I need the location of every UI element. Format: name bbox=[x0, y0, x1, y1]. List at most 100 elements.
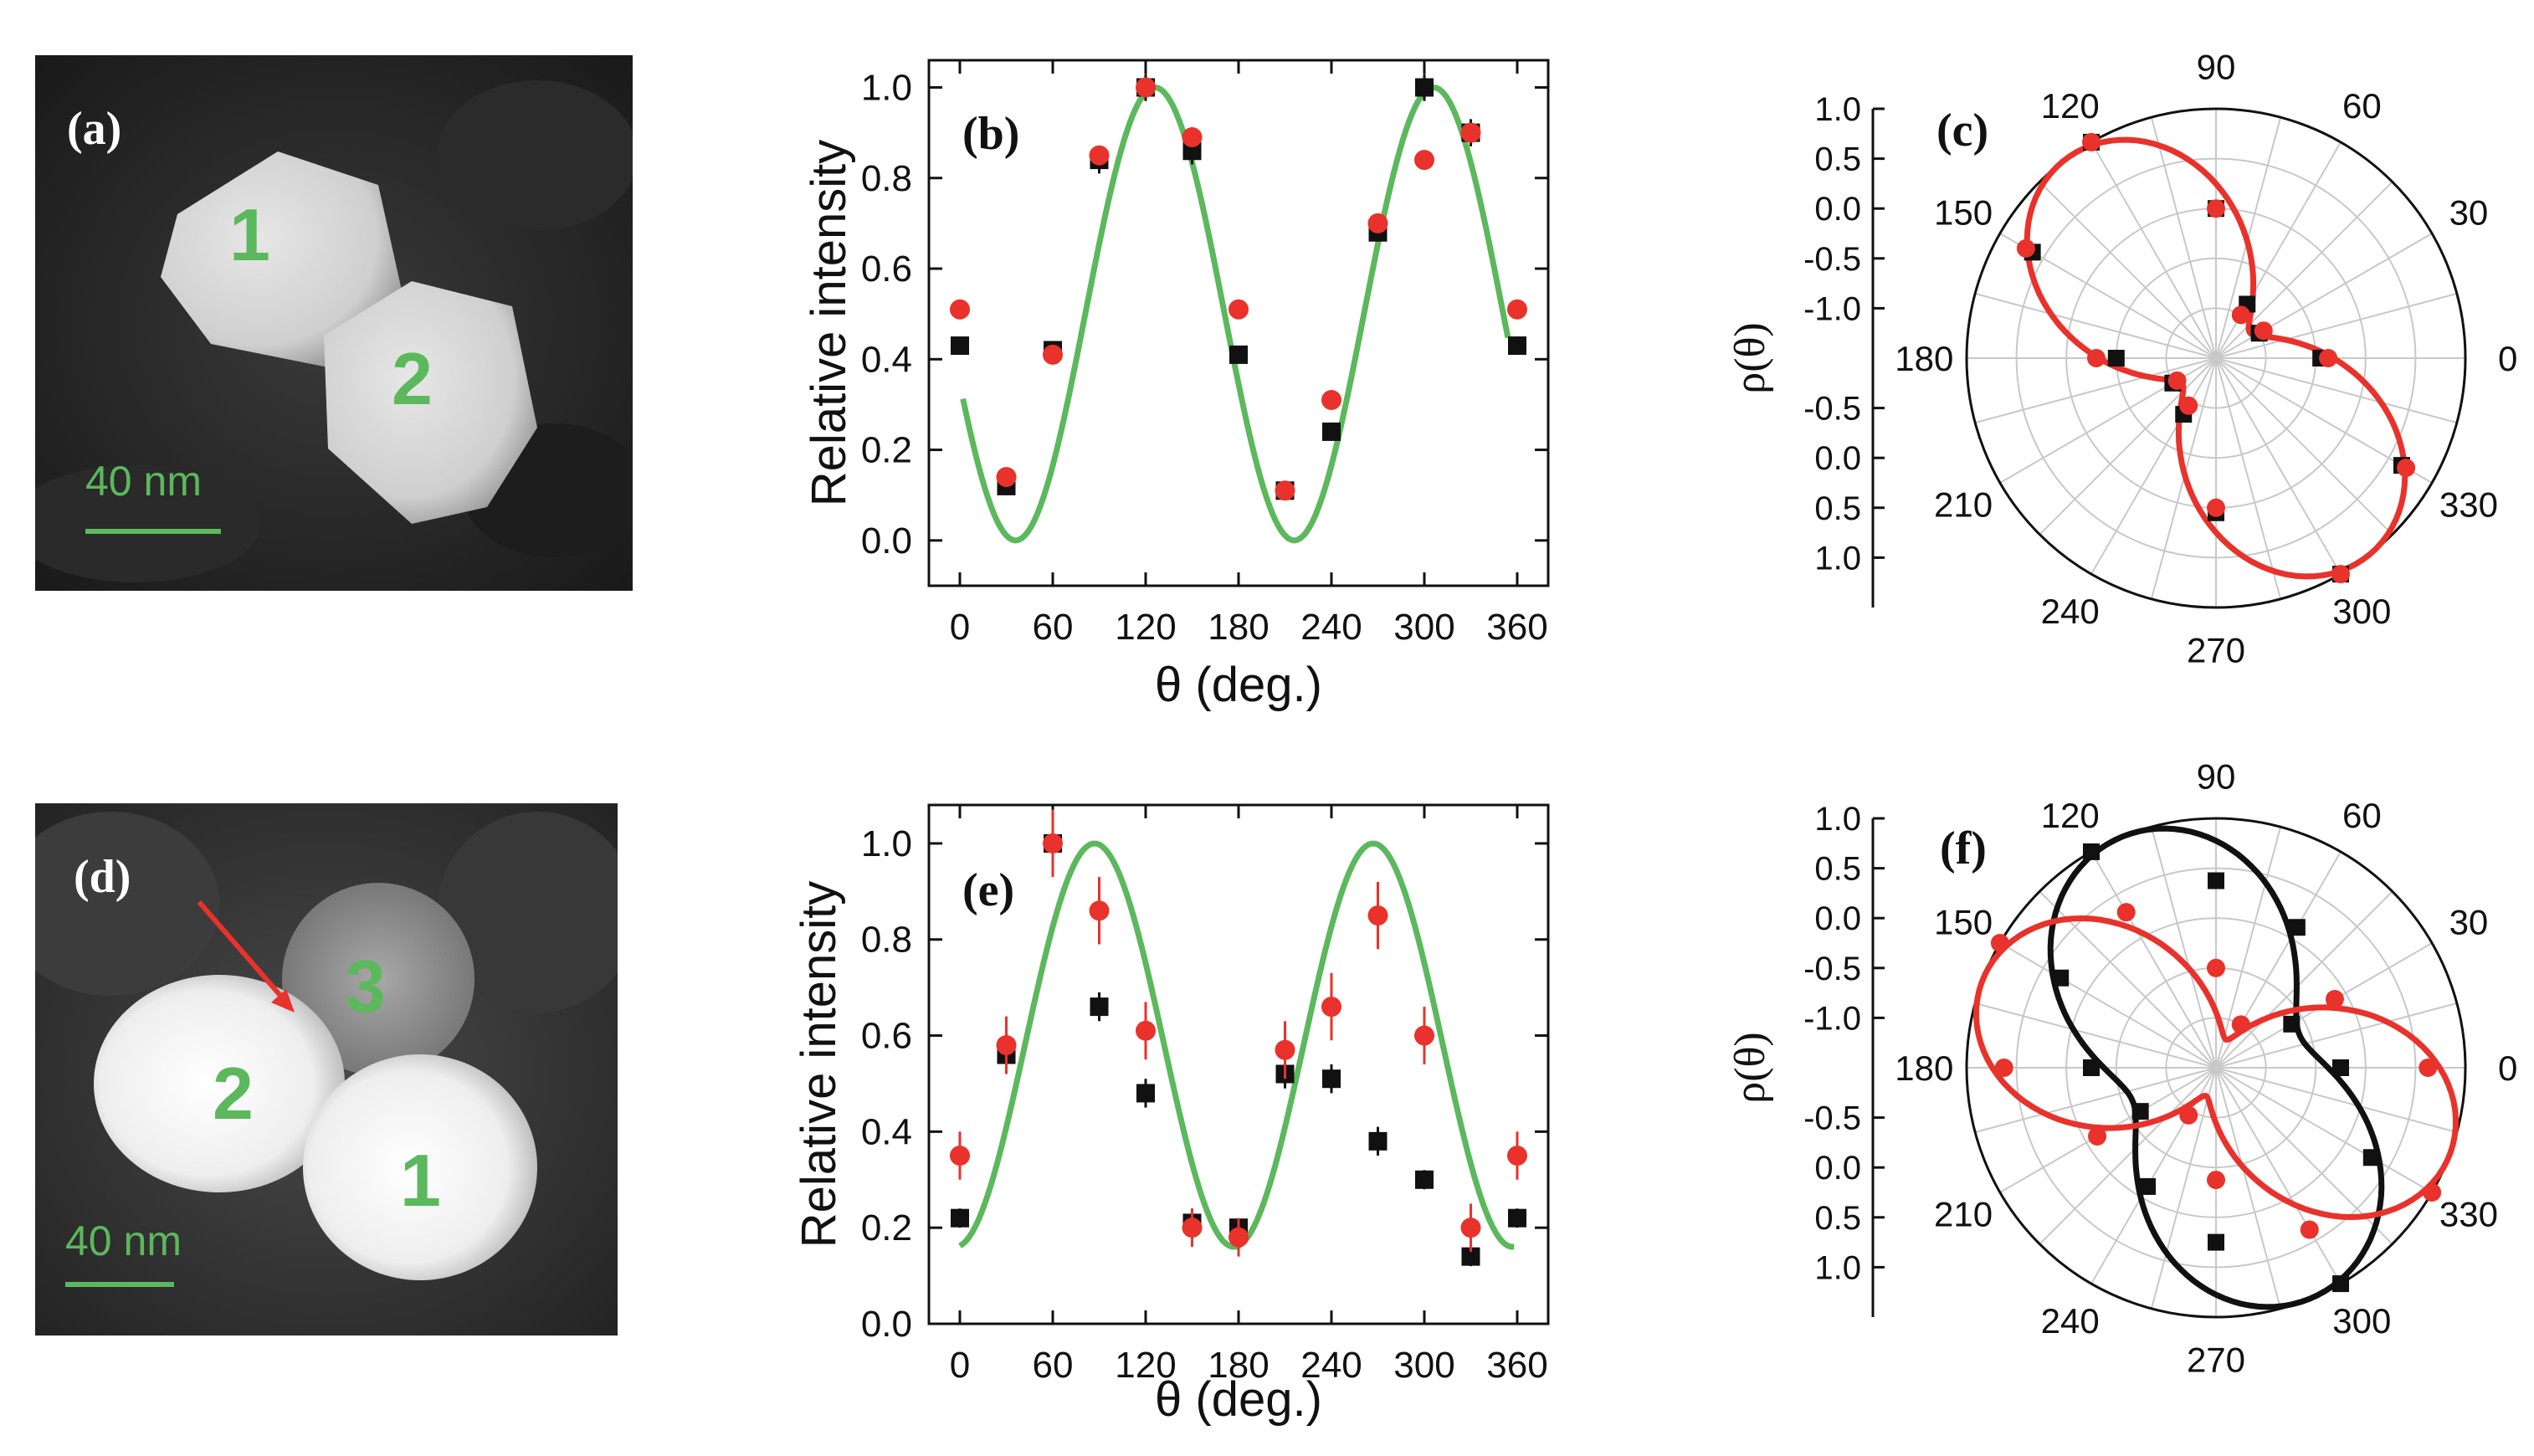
angle-tick-label: 120 bbox=[2041, 86, 2100, 126]
angle-tick-label: 240 bbox=[2041, 1301, 2100, 1341]
data-point-red bbox=[2088, 1126, 2107, 1146]
data-point-red bbox=[1460, 122, 1481, 143]
y-tick-label: 1.0 bbox=[861, 823, 912, 864]
polar-grid-spoke bbox=[1974, 357, 2217, 424]
radial-tick-label: -0.5 bbox=[1803, 241, 1861, 278]
radial-tick-label: 1.0 bbox=[1814, 540, 1861, 577]
polar-grid-spoke bbox=[2215, 1067, 2342, 1284]
data-point-black bbox=[1136, 1084, 1155, 1103]
data-point-red bbox=[1182, 127, 1203, 148]
polar-frame bbox=[1965, 817, 2467, 1319]
x-tick-label: 60 bbox=[1033, 1345, 1074, 1386]
x-tick-label: 0 bbox=[950, 607, 970, 648]
scale-bar bbox=[65, 1282, 174, 1287]
data-point-red bbox=[996, 1035, 1017, 1056]
polar-grid-spoke bbox=[2215, 357, 2458, 424]
data-point-red bbox=[2207, 1171, 2225, 1190]
y-tick-label: 0.6 bbox=[861, 249, 912, 290]
radial-tick-label: 0.0 bbox=[1814, 440, 1861, 477]
data-point-red bbox=[2207, 958, 2225, 977]
data-point-red bbox=[2016, 238, 2035, 258]
angle-tick-label: 210 bbox=[1934, 1194, 1993, 1233]
data-point-black bbox=[1322, 1069, 1341, 1089]
data-point-red bbox=[1089, 900, 1110, 921]
data-point-red bbox=[1507, 1146, 1527, 1166]
data-point-red bbox=[1990, 934, 2009, 952]
angle-tick-label: 30 bbox=[2449, 193, 2489, 233]
polar-grid-spoke bbox=[2090, 141, 2217, 359]
data-point-black bbox=[1415, 1170, 1434, 1189]
radial-tick-label: -0.5 bbox=[1803, 1100, 1861, 1137]
radial-tick-label: 0.5 bbox=[1814, 490, 1861, 527]
data-point-red bbox=[2419, 1059, 2438, 1077]
data-point-red bbox=[996, 467, 1017, 488]
particle-label-2: 2 bbox=[213, 1052, 254, 1135]
data-point-red bbox=[2082, 132, 2101, 151]
angle-tick-label: 330 bbox=[2439, 484, 2498, 524]
data-point-red bbox=[2423, 1183, 2442, 1202]
data-point-black bbox=[1322, 422, 1341, 441]
data-point-black bbox=[2083, 843, 2100, 860]
polar-frame bbox=[1965, 107, 2467, 609]
polar-grid-spoke bbox=[2215, 357, 2282, 600]
data-point-red bbox=[2207, 199, 2225, 218]
y-tick-label: 0.4 bbox=[861, 339, 912, 380]
panel-label-b: (b) bbox=[962, 108, 1019, 160]
data-point-red bbox=[2116, 903, 2136, 922]
fit-curve bbox=[1972, 915, 2460, 1221]
scale-bar-label: 40 nm bbox=[65, 1218, 182, 1264]
polar-grid-spoke bbox=[2150, 1067, 2217, 1310]
angle-tick-label: 330 bbox=[2439, 1194, 2498, 1233]
data-point-black bbox=[1508, 336, 1526, 356]
data-point-red bbox=[2086, 349, 2106, 367]
polar-grid-spoke bbox=[2150, 116, 2217, 359]
angle-tick-label: 270 bbox=[2187, 631, 2245, 670]
radial-tick-label: -0.5 bbox=[1803, 391, 1861, 428]
red-arrow bbox=[197, 900, 295, 1013]
angle-tick-label: 120 bbox=[2041, 796, 2100, 835]
data-point-black bbox=[2139, 1177, 2157, 1195]
radial-tick-label: -0.5 bbox=[1803, 951, 1861, 987]
data-point-black bbox=[2107, 350, 2125, 367]
data-point-black bbox=[1415, 78, 1434, 97]
data-point-red bbox=[1994, 1059, 2013, 1077]
data-point-red bbox=[2231, 1015, 2250, 1034]
x-tick-label: 180 bbox=[1208, 607, 1269, 648]
data-point-red bbox=[1229, 299, 1249, 320]
y-axis-label: Relative intensity bbox=[802, 140, 856, 506]
angle-tick-label: 240 bbox=[2041, 592, 2100, 631]
angle-tick-label: 150 bbox=[1934, 903, 1993, 942]
data-point-black bbox=[1368, 1131, 1388, 1151]
y-tick-label: 0.8 bbox=[861, 158, 912, 199]
polar-grid-spoke bbox=[2215, 826, 2282, 1069]
angle-tick-label: 60 bbox=[2342, 796, 2382, 835]
data-point-red bbox=[1043, 344, 1063, 365]
data-point-red bbox=[2300, 1220, 2319, 1239]
x-tick-label: 300 bbox=[1393, 1345, 1454, 1386]
polar-grid-spoke bbox=[2215, 1067, 2433, 1193]
data-point-red bbox=[950, 299, 970, 320]
data-point-black bbox=[2283, 1015, 2301, 1033]
data-point-red bbox=[1321, 390, 1341, 411]
data-point-black bbox=[1182, 141, 1202, 161]
chart-b: 0 60 120 180 240 300 360 0.0 0.2 0.4 0.6 0.8 1.0 θ (d… bbox=[802, 59, 1550, 712]
angle-tick-label: 90 bbox=[2197, 756, 2236, 796]
particle-label-1: 1 bbox=[229, 193, 270, 276]
sem-image-a-art bbox=[35, 55, 633, 591]
data-point-black bbox=[1508, 1208, 1526, 1228]
data-point-red bbox=[1414, 1025, 1434, 1046]
y-axis-label: ρ(θ) bbox=[1726, 1032, 1774, 1104]
y-axis-label: Relative intensity bbox=[792, 881, 846, 1248]
radial-tick-label: 1.0 bbox=[1814, 91, 1861, 128]
angle-tick-label: 0 bbox=[2498, 1048, 2517, 1088]
data-point-black bbox=[1229, 345, 1248, 364]
polar-grid-spoke bbox=[1999, 942, 2217, 1069]
x-tick-label: 120 bbox=[1115, 1345, 1176, 1386]
polar-grid-spoke bbox=[1974, 1002, 2217, 1069]
x-tick-label: 360 bbox=[1486, 607, 1547, 648]
data-point-red bbox=[2254, 321, 2273, 341]
data-point-red bbox=[950, 1146, 970, 1166]
data-point-red bbox=[1136, 77, 1156, 98]
polar-grid-spoke bbox=[2150, 826, 2217, 1069]
